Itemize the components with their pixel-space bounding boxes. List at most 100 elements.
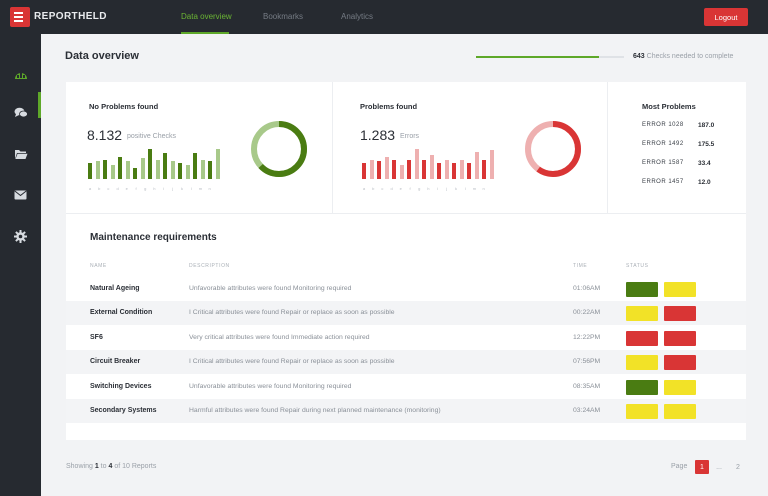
table-row[interactable]: Natural Ageing Unfavorable attributes wer…	[66, 277, 746, 301]
bar-label: c	[107, 186, 110, 191]
status-chip	[664, 306, 696, 322]
problems-sub: Errors	[400, 133, 420, 140]
bar	[103, 160, 107, 179]
table-row[interactable]: External Condition I Critical attributes …	[66, 301, 746, 326]
bar-label: k	[181, 186, 183, 191]
bar	[369, 160, 374, 179]
bar	[88, 163, 92, 179]
bar-label: b	[372, 186, 375, 191]
bar	[459, 160, 464, 179]
bar	[133, 168, 137, 179]
no-problems-bar-chart	[88, 147, 222, 179]
row-name: External Condition	[90, 309, 153, 317]
bar-label: d	[116, 186, 119, 191]
row-description: Unfavorable attributes were found Monito…	[189, 285, 352, 292]
bar	[392, 160, 396, 179]
row-description: Harmful attributes were found Repair dur…	[189, 407, 441, 414]
bar	[110, 165, 115, 179]
bar-label: c	[381, 186, 384, 191]
table-row[interactable]: Circuit Breaker I Critical attributes wer…	[66, 350, 746, 375]
bar-label: b	[98, 186, 101, 191]
bar	[140, 158, 145, 179]
bar-label: i	[437, 186, 439, 191]
donut-arc	[525, 121, 581, 177]
bar-label: d	[390, 186, 393, 191]
bar-label: f	[409, 186, 411, 191]
row-name: Circuit Breaker	[90, 358, 141, 366]
error-code: ERROR 1457	[642, 179, 684, 185]
row-name: SF6	[90, 333, 103, 341]
settings-icon[interactable]	[13, 229, 28, 244]
bar-label: n	[208, 186, 211, 191]
bar-label: i	[163, 186, 165, 191]
dashboard-icon[interactable]	[13, 66, 28, 81]
bar	[482, 160, 486, 179]
completion-progress-fill	[476, 56, 599, 58]
table-row[interactable]: SF6 Very critical attributes were found I…	[66, 326, 746, 350]
mail-icon[interactable]	[13, 187, 28, 202]
error-value: 187.0	[698, 122, 715, 129]
bar-label: h	[153, 186, 156, 191]
error-value: 175.5	[698, 141, 715, 148]
most-problems-title: Most Problems	[642, 102, 696, 111]
row-time: 03:24AM	[573, 407, 601, 414]
bar	[200, 160, 205, 179]
progress-text: 643 Checks needed to complete	[633, 53, 733, 60]
bar	[377, 161, 381, 179]
section-title: Maintenance requirements	[90, 232, 217, 243]
bar	[208, 161, 212, 179]
table-row[interactable]: Secondary Systems Harmful attributes were…	[66, 399, 746, 423]
status-chip	[626, 355, 658, 371]
status-chip	[626, 330, 658, 346]
status-chip	[626, 282, 658, 297]
sidebar	[0, 34, 41, 496]
row-time: 08:35AM	[573, 382, 601, 390]
bar	[170, 161, 175, 179]
bar	[422, 160, 426, 179]
bar	[185, 165, 190, 179]
row-time: 01:06AM	[573, 285, 601, 292]
folder-icon[interactable]	[13, 147, 28, 162]
chat-icon[interactable]	[13, 105, 28, 120]
showing-to: 4	[108, 463, 113, 470]
bar	[437, 163, 441, 179]
bar	[452, 163, 456, 179]
table-row[interactable]: Switching Devices Unfavorable attributes …	[66, 375, 746, 399]
donut-arc	[251, 121, 307, 177]
bar	[489, 150, 494, 179]
bar-label: m	[472, 186, 477, 191]
bar-label: g	[418, 186, 421, 191]
row-name: Natural Ageing	[90, 285, 140, 292]
overview-card: No Problems found 8.132 positive Checks …	[66, 82, 746, 440]
bar	[148, 149, 152, 179]
problems-donut	[525, 121, 581, 177]
top-bar: REPORTHELD Data overview Bookmarks Analy…	[0, 0, 768, 34]
bar	[399, 165, 404, 179]
page-button[interactable]: 2	[736, 463, 740, 471]
bar-label: a	[362, 186, 366, 191]
divider	[607, 82, 608, 213]
bar-label: f	[135, 186, 137, 191]
tab-data-overview[interactable]: Data overview	[181, 12, 232, 21]
tab-analytics[interactable]: Analytics	[341, 12, 374, 21]
bar-label: l	[464, 186, 466, 191]
page-title: Data overview	[65, 50, 139, 62]
tab-bookmarks[interactable]: Bookmarks	[263, 12, 304, 21]
bar	[384, 157, 389, 179]
row-time: 00:22AM	[573, 309, 601, 317]
no-problems-sub: positive Checks	[127, 133, 177, 140]
column-header-description: DESCRIPTION	[189, 263, 230, 269]
bar	[95, 161, 100, 179]
column-header-time: TIME	[573, 263, 588, 269]
page-button[interactable]: 1	[695, 460, 709, 474]
progress-count: 643	[633, 53, 645, 60]
bar	[193, 153, 197, 179]
row-description: I Critical attributes were found Repair …	[189, 309, 395, 317]
no-problems-donut	[251, 121, 307, 177]
bar	[155, 160, 160, 179]
logout-button[interactable]: Logout	[704, 8, 748, 26]
error-code: ERROR 1028	[642, 122, 684, 128]
showing-from: 1	[94, 463, 99, 470]
row-description: Unfavorable attributes were found Monito…	[189, 382, 352, 390]
status-chip	[664, 282, 696, 297]
